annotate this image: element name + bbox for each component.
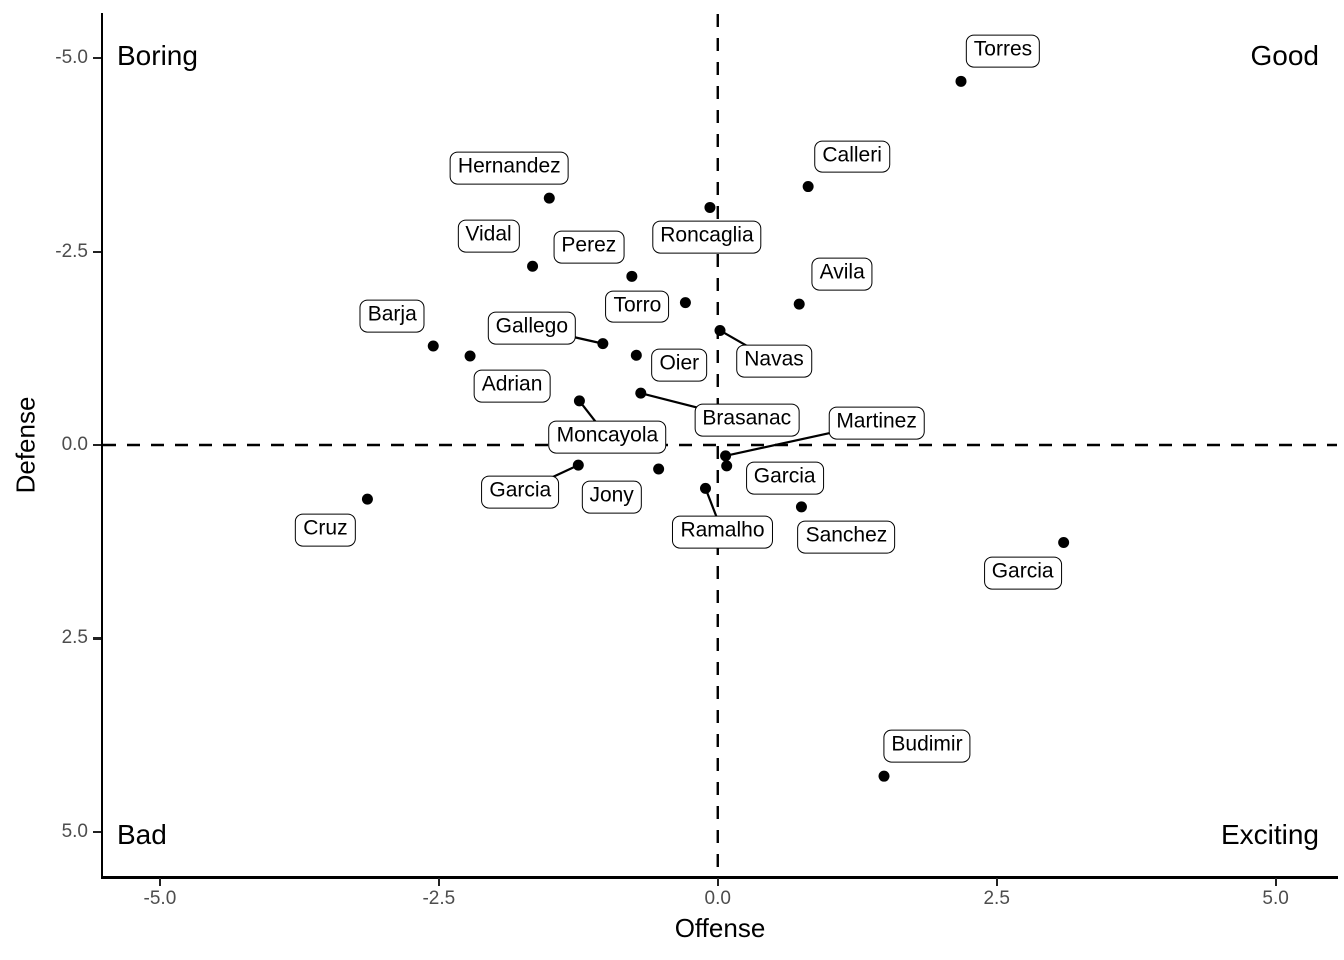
point-label-adrian: Adrian <box>473 369 551 403</box>
data-point-calleri <box>802 181 814 193</box>
point-label-torro: Torro <box>605 290 670 324</box>
y-axis-line <box>100 13 103 878</box>
data-point-torro <box>679 297 691 309</box>
point-label-navas: Navas <box>736 345 812 378</box>
data-point-budimir <box>878 770 890 782</box>
data-point-garcia <box>1058 536 1070 548</box>
point-label-avila: Avila <box>811 257 873 291</box>
x-tick-label: -2.5 <box>422 888 456 909</box>
data-point-barja <box>427 340 439 352</box>
data-point-perez <box>626 270 638 282</box>
point-label-gallego: Gallego <box>487 311 577 345</box>
y-tick-mark <box>93 250 101 253</box>
data-point-jony <box>653 463 665 475</box>
point-label-jony: Jony <box>581 480 642 514</box>
x-tick-label: 5.0 <box>1262 888 1289 909</box>
point-label-roncaglia: Roncaglia <box>652 221 762 254</box>
point-label-sanchez: Sanchez <box>797 520 896 554</box>
x-tick-mark <box>437 878 441 886</box>
data-point-brasanac <box>635 387 647 399</box>
point-label-torres: Torres <box>965 34 1041 68</box>
point-label-garcia: Garcia <box>481 475 560 509</box>
y-tick-label: 2.5 <box>61 627 88 649</box>
point-label-cruz: Cruz <box>295 513 356 547</box>
point-labels-layer: Torres Calleri Hernandez Roncaglia Vidal Pere… <box>103 14 1337 876</box>
data-point-avila <box>793 298 805 310</box>
data-point-vidal <box>527 260 539 272</box>
data-point-torres <box>955 75 967 87</box>
y-tick-label: -5.0 <box>55 47 88 69</box>
x-axis-line <box>100 876 1338 879</box>
x-tick-label: -5.0 <box>143 888 177 909</box>
y-tick-label: 5.0 <box>61 820 88 842</box>
point-label-garcia: Garcia <box>745 461 824 495</box>
point-label-vidal: Vidal <box>457 219 520 253</box>
point-label-calleri: Calleri <box>814 140 890 173</box>
point-label-moncayola: Moncayola <box>548 420 667 454</box>
data-point-garcia <box>721 460 733 472</box>
y-tick-mark <box>93 637 101 640</box>
data-point-sanchez <box>795 501 807 513</box>
data-point-moncayola <box>573 395 585 407</box>
data-point-cruz <box>361 493 373 505</box>
x-tick-label: 0.0 <box>704 888 731 909</box>
y-tick-mark <box>93 830 101 834</box>
plot-panel: Torres Calleri Hernandez Roncaglia Vidal Pere… <box>103 14 1337 876</box>
data-point-oier <box>630 349 642 361</box>
point-label-brasanac: Brasanac <box>694 403 800 437</box>
data-point-roncaglia <box>704 201 716 213</box>
data-point-adrian <box>464 350 476 362</box>
point-label-garcia: Garcia <box>983 557 1062 590</box>
x-tick-mark <box>158 878 162 886</box>
quadrant-label-exciting: Exciting <box>1220 819 1319 850</box>
point-label-oier: Oier <box>651 348 708 382</box>
point-label-martinez: Martinez <box>828 406 925 440</box>
point-label-perez: Perez <box>553 230 625 264</box>
x-tick-label: 2.5 <box>983 888 1010 909</box>
data-point-martinez <box>720 450 732 462</box>
point-label-budimir: Budimir <box>883 729 971 763</box>
y-tick-mark <box>93 444 101 447</box>
x-tick-mark <box>716 878 719 886</box>
data-point-gallego <box>597 338 609 350</box>
quadrant-label-bad: Bad <box>117 819 167 850</box>
data-point-navas <box>714 324 726 336</box>
point-label-barja: Barja <box>359 299 425 333</box>
data-point-hernandez <box>543 192 555 204</box>
quadrant-label-good: Good <box>1250 40 1320 71</box>
data-point-garcia <box>572 459 584 471</box>
data-point-ramalho <box>699 482 711 494</box>
x-axis-title: Offense <box>674 913 766 943</box>
y-tick-label: -2.5 <box>55 240 88 262</box>
quadrant-label-boring: Boring <box>117 40 198 71</box>
y-tick-mark <box>93 57 101 60</box>
x-tick-mark <box>1274 878 1277 886</box>
plot-canvas <box>103 14 1337 876</box>
x-tick-mark <box>995 878 998 886</box>
y-tick-label: 0.0 <box>61 434 88 455</box>
point-label-ramalho: Ramalho <box>672 515 773 549</box>
point-label-hernandez: Hernandez <box>449 151 569 185</box>
